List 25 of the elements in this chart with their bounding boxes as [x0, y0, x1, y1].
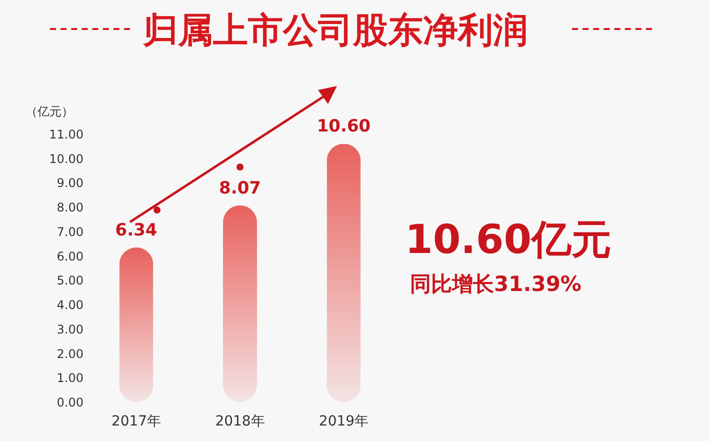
- y-tick-label: 1.00: [56, 371, 84, 386]
- y-axis-title: （亿元）: [26, 104, 74, 118]
- text: 同比增长31.39%: [410, 271, 582, 298]
- y-tick-label: 0.00: [56, 396, 84, 410]
- bar: [326, 144, 361, 402]
- x-tick-label: 2018年: [215, 414, 265, 430]
- data-label: 10.60: [316, 116, 371, 137]
- text: 10.60亿元: [405, 216, 612, 265]
- bar: [119, 248, 154, 402]
- y-tick-label: 7.00: [56, 224, 84, 239]
- y-tick-label: 9.00: [56, 176, 84, 190]
- y-tick-label: 4.00: [56, 298, 84, 312]
- bar: [223, 205, 257, 402]
- data-label: 6.34: [115, 220, 158, 241]
- y-tick-label: 11.00: [49, 128, 84, 142]
- x-tick-label: 2017年: [111, 414, 162, 430]
- y-tick-label: 5.00: [56, 274, 84, 288]
- y-tick-label: 2.00: [56, 346, 84, 361]
- y-tick-label: 6.00: [56, 249, 84, 264]
- x-tick-label: 2019年: [318, 414, 369, 430]
- chart-title: 归属上市公司股东净利润: [142, 11, 528, 51]
- y-tick-label: 3.00: [56, 322, 84, 336]
- data-label: 8.07: [219, 178, 261, 198]
- y-tick-label: 10.00: [49, 152, 84, 166]
- y-tick-label: 8.00: [56, 200, 84, 215]
